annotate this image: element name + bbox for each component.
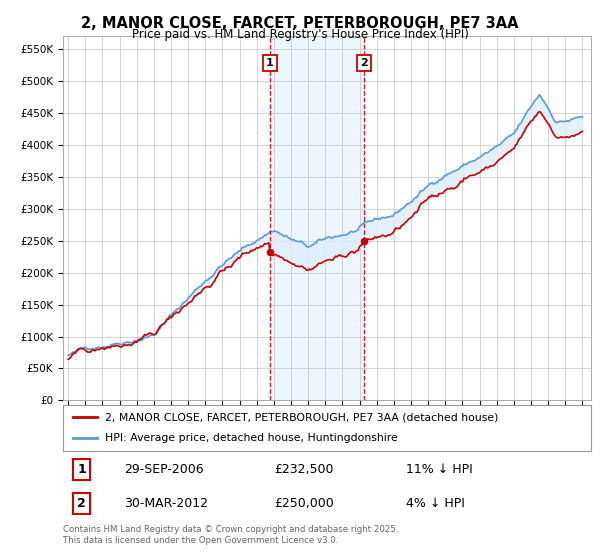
Text: 2: 2: [360, 58, 368, 68]
Text: 30-MAR-2012: 30-MAR-2012: [124, 497, 208, 510]
Text: Contains HM Land Registry data © Crown copyright and database right 2025.
This d: Contains HM Land Registry data © Crown c…: [63, 525, 398, 545]
Text: 2, MANOR CLOSE, FARCET, PETERBOROUGH, PE7 3AA: 2, MANOR CLOSE, FARCET, PETERBOROUGH, PE…: [81, 16, 519, 31]
Text: £232,500: £232,500: [274, 463, 334, 476]
Text: 2, MANOR CLOSE, FARCET, PETERBOROUGH, PE7 3AA (detached house): 2, MANOR CLOSE, FARCET, PETERBOROUGH, PE…: [105, 412, 499, 422]
Text: 1: 1: [77, 463, 86, 476]
Text: 4% ↓ HPI: 4% ↓ HPI: [406, 497, 465, 510]
Text: HPI: Average price, detached house, Huntingdonshire: HPI: Average price, detached house, Hunt…: [105, 433, 398, 444]
Text: 2: 2: [77, 497, 86, 510]
Text: 11% ↓ HPI: 11% ↓ HPI: [406, 463, 473, 476]
Bar: [269, 36, 364, 400]
Text: 29-SEP-2006: 29-SEP-2006: [124, 463, 203, 476]
Text: Price paid vs. HM Land Registry's House Price Index (HPI): Price paid vs. HM Land Registry's House …: [131, 28, 469, 41]
Text: £250,000: £250,000: [274, 497, 334, 510]
Text: 1: 1: [266, 58, 274, 68]
